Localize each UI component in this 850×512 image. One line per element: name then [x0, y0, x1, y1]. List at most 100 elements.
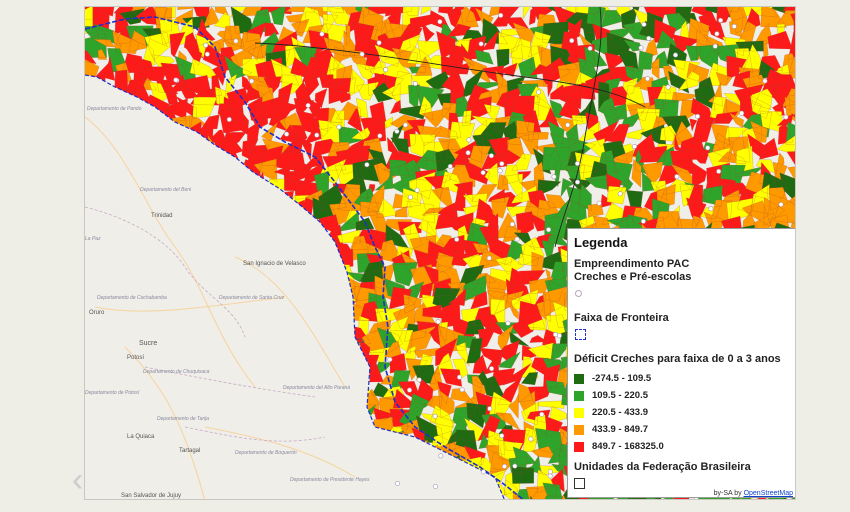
pac-project-point[interactable] — [497, 168, 503, 174]
region-polygon[interactable] — [753, 212, 775, 239]
region-polygon[interactable] — [615, 7, 632, 16]
region-polygon[interactable] — [415, 56, 433, 76]
region-polygon[interactable] — [771, 7, 788, 14]
region-polygon[interactable] — [689, 118, 697, 132]
pac-project-point[interactable] — [638, 45, 644, 51]
pac-project-point[interactable] — [705, 145, 711, 151]
region-polygon[interactable] — [315, 88, 328, 109]
region-polygon[interactable] — [506, 206, 531, 217]
region-polygon[interactable] — [406, 326, 436, 353]
region-polygon[interactable] — [553, 7, 580, 33]
region-polygon[interactable] — [584, 138, 606, 162]
region-polygon[interactable] — [96, 56, 115, 81]
region-polygon[interactable] — [642, 161, 663, 187]
region-polygon[interactable] — [554, 159, 561, 187]
region-polygon[interactable] — [133, 57, 155, 83]
region-polygon[interactable] — [422, 304, 443, 319]
pac-project-point[interactable] — [412, 81, 418, 87]
pac-project-point[interactable] — [465, 150, 471, 156]
pac-project-point[interactable] — [674, 174, 680, 180]
pac-project-point[interactable] — [499, 161, 505, 167]
region-polygon[interactable] — [537, 179, 562, 196]
pac-project-point[interactable] — [731, 23, 737, 29]
region-polygon[interactable] — [587, 203, 604, 218]
region-polygon[interactable] — [437, 381, 452, 405]
region-polygon[interactable] — [729, 113, 744, 128]
pac-project-point[interactable] — [641, 21, 647, 27]
region-polygon[interactable] — [189, 115, 206, 129]
region-polygon[interactable] — [707, 147, 731, 168]
pac-project-point[interactable] — [447, 163, 453, 169]
pac-project-point[interactable] — [249, 78, 255, 84]
region-polygon[interactable] — [424, 175, 448, 199]
pac-project-point[interactable] — [314, 132, 320, 138]
region-polygon[interactable] — [456, 342, 470, 367]
region-polygon[interactable] — [735, 166, 764, 177]
region-polygon[interactable] — [498, 440, 523, 463]
region-polygon[interactable] — [347, 108, 363, 133]
region-polygon[interactable] — [560, 178, 575, 197]
region-polygon[interactable] — [421, 107, 451, 128]
region-polygon[interactable] — [542, 147, 572, 171]
region-polygon[interactable] — [495, 412, 521, 431]
region-polygon[interactable] — [175, 96, 197, 119]
region-polygon[interactable] — [763, 40, 769, 60]
region-polygon[interactable] — [291, 19, 309, 37]
region-polygon[interactable] — [662, 115, 691, 137]
region-polygon[interactable] — [203, 43, 225, 69]
pac-project-point[interactable] — [501, 463, 507, 469]
region-polygon[interactable] — [497, 376, 523, 405]
region-polygon[interactable] — [652, 57, 660, 80]
region-polygon[interactable] — [509, 267, 533, 287]
region-polygon[interactable] — [481, 312, 505, 337]
region-polygon[interactable] — [640, 124, 667, 148]
region-polygon[interactable] — [579, 82, 596, 100]
pac-project-point[interactable] — [514, 236, 520, 242]
region-polygon[interactable] — [85, 43, 97, 64]
region-polygon[interactable] — [522, 356, 539, 378]
region-polygon[interactable] — [389, 330, 413, 354]
pac-project-point[interactable] — [547, 473, 553, 479]
region-polygon[interactable] — [244, 86, 265, 103]
region-polygon[interactable] — [637, 7, 668, 22]
region-polygon[interactable] — [777, 132, 796, 155]
region-polygon[interactable] — [502, 191, 523, 211]
region-polygon[interactable] — [567, 200, 588, 226]
region-polygon[interactable] — [295, 110, 323, 137]
pac-project-point[interactable] — [546, 227, 552, 233]
region-polygon[interactable] — [355, 7, 379, 17]
pac-project-point[interactable] — [454, 236, 460, 242]
pac-project-point[interactable] — [631, 144, 637, 150]
pac-project-point[interactable] — [319, 31, 325, 37]
region-polygon[interactable] — [613, 44, 639, 72]
region-polygon[interactable] — [674, 133, 686, 154]
pac-project-point[interactable] — [478, 41, 484, 47]
region-polygon[interactable] — [488, 136, 510, 163]
region-polygon[interactable] — [550, 343, 571, 361]
region-polygon[interactable] — [779, 172, 796, 202]
region-polygon[interactable] — [784, 96, 796, 125]
pac-project-point[interactable] — [714, 31, 720, 37]
region-polygon[interactable] — [97, 49, 107, 60]
region-polygon[interactable] — [453, 185, 466, 212]
region-polygon[interactable] — [369, 347, 391, 364]
pac-project-point[interactable] — [565, 122, 571, 128]
region-polygon[interactable] — [496, 48, 510, 70]
pac-project-point[interactable] — [383, 67, 389, 73]
region-polygon[interactable] — [462, 274, 487, 303]
pac-project-point[interactable] — [574, 179, 580, 185]
region-polygon[interactable] — [625, 128, 645, 140]
region-polygon[interactable] — [530, 7, 554, 20]
region-polygon[interactable] — [462, 68, 484, 98]
pac-project-point[interactable] — [459, 387, 465, 393]
pac-project-point[interactable] — [547, 469, 553, 475]
region-polygon[interactable] — [537, 46, 564, 73]
region-polygon[interactable] — [401, 345, 416, 360]
pac-project-point[interactable] — [394, 480, 400, 486]
region-polygon[interactable] — [333, 46, 356, 72]
region-polygon[interactable] — [623, 39, 643, 52]
region-polygon[interactable] — [481, 30, 499, 51]
region-polygon[interactable] — [151, 54, 175, 70]
region-polygon[interactable] — [788, 194, 797, 210]
region-polygon[interactable] — [574, 97, 598, 118]
